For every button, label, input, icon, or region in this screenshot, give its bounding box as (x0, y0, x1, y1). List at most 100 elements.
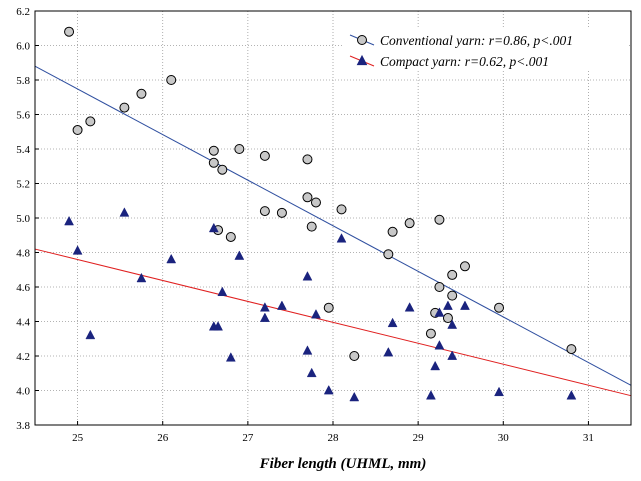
point-compact (234, 250, 245, 260)
point-conventional (494, 302, 505, 313)
y-tick-label: 5.4 (16, 144, 30, 156)
point-conventional (64, 26, 75, 37)
x-tick-label: 27 (242, 432, 254, 444)
point-compact (460, 300, 470, 310)
point-compact (311, 309, 321, 319)
point-compact (85, 329, 96, 340)
point-compact (426, 390, 436, 400)
point-conventional (447, 290, 458, 301)
point-compact (434, 340, 445, 350)
point-compact (336, 233, 347, 243)
point-compact (447, 350, 458, 360)
point-conventional (85, 116, 96, 127)
point-conventional (208, 157, 219, 168)
point-compact (64, 215, 74, 226)
point-compact (217, 286, 228, 297)
point-compact (447, 319, 458, 329)
point-compact (323, 384, 334, 395)
point-compact (566, 390, 577, 400)
point-conventional (566, 344, 577, 355)
point-conventional (217, 164, 228, 175)
point-conventional (387, 226, 398, 237)
x-tick-label: 31 (583, 432, 594, 444)
point-conventional (234, 144, 245, 154)
legend-marker-triangle (356, 54, 368, 66)
legend-label-compact: Compact yarn: r=0.62, p<.001 (380, 54, 549, 69)
point-conventional (447, 269, 458, 280)
fit-line-compact (34, 248, 632, 397)
point-conventional (259, 206, 270, 217)
x-tick-label: 30 (498, 432, 510, 444)
point-conventional (459, 261, 470, 272)
fit-line-conventional (34, 65, 632, 386)
x-tick-label: 28 (328, 432, 340, 444)
point-compact (387, 317, 398, 328)
point-conventional (404, 218, 415, 229)
point-conventional (302, 192, 313, 203)
point-conventional (434, 282, 445, 292)
y-tick-label: 5.8 (16, 75, 30, 87)
point-compact (306, 367, 317, 378)
point-compact (225, 352, 236, 362)
y-tick-label: 4.4 (16, 317, 30, 329)
point-compact (443, 300, 453, 310)
point-compact (404, 302, 415, 312)
point-compact (72, 245, 83, 255)
point-compact (434, 307, 445, 317)
point-compact (208, 222, 219, 233)
y-tick-label: 5.6 (16, 110, 30, 122)
y-tick-label: 4.2 (16, 351, 30, 363)
point-compact (259, 312, 270, 322)
point-compact (302, 271, 313, 281)
point-compact (302, 345, 313, 355)
point-conventional (225, 231, 236, 242)
x-tick-label: 25 (72, 432, 84, 444)
x-tick-label: 29 (413, 432, 425, 444)
point-compact (383, 347, 394, 357)
point-conventional (119, 102, 130, 113)
point-conventional (136, 88, 147, 99)
point-compact (166, 253, 177, 264)
point-conventional (166, 75, 177, 85)
legend-box (344, 28, 628, 70)
point-conventional (302, 154, 313, 165)
point-conventional (425, 328, 436, 339)
y-tick-label: 5.0 (16, 213, 30, 225)
y-tick-label: 4.0 (16, 386, 30, 398)
point-compact (494, 386, 504, 397)
legend-item-compact: Compact yarn: r=0.62, p<.001 (349, 54, 549, 69)
point-compact (430, 360, 441, 371)
point-compact (277, 300, 287, 310)
grid (35, 10, 631, 426)
point-conventional (323, 302, 334, 313)
y-tick-label: 3.8 (16, 420, 30, 432)
x-tick-label: 26 (157, 432, 169, 444)
fit-lines (34, 65, 632, 397)
y-tick-label: 4.6 (16, 282, 30, 294)
point-compact (136, 272, 147, 283)
point-compact (119, 207, 130, 217)
legend-marker-circle (357, 35, 367, 45)
point-conventional (310, 197, 321, 208)
axis-ticks: 25 26 27 28 29 30 31 3.8 4.0 4.2 4.4 4.6 4.8 5.0 5.2 5.… (16, 6, 594, 444)
point-conventional (434, 214, 445, 225)
point-conventional (276, 207, 287, 218)
legend-item-conventional: Conventional yarn: r=0.86, p<.001 (349, 33, 573, 48)
legend-label-conventional: Conventional yarn: r=0.86, p<.001 (380, 33, 573, 48)
legend: Conventional yarn: r=0.86, p<.001 Compac… (344, 28, 628, 70)
data-points (64, 26, 577, 402)
point-conventional (259, 150, 270, 161)
y-tick-label: 6.0 (16, 41, 30, 53)
point-conventional (349, 351, 360, 361)
y-tick-label: 6.2 (16, 6, 30, 18)
point-conventional (383, 249, 394, 260)
point-compact (213, 321, 223, 331)
point-conventional (306, 221, 317, 232)
point-conventional (442, 313, 453, 324)
y-tick-label: 5.2 (16, 179, 30, 191)
y-tick-label: 4.8 (16, 248, 30, 260)
point-compact (259, 302, 270, 312)
x-axis-title: Fiber length (UHML, mm) (259, 456, 427, 472)
point-compact (349, 391, 360, 402)
